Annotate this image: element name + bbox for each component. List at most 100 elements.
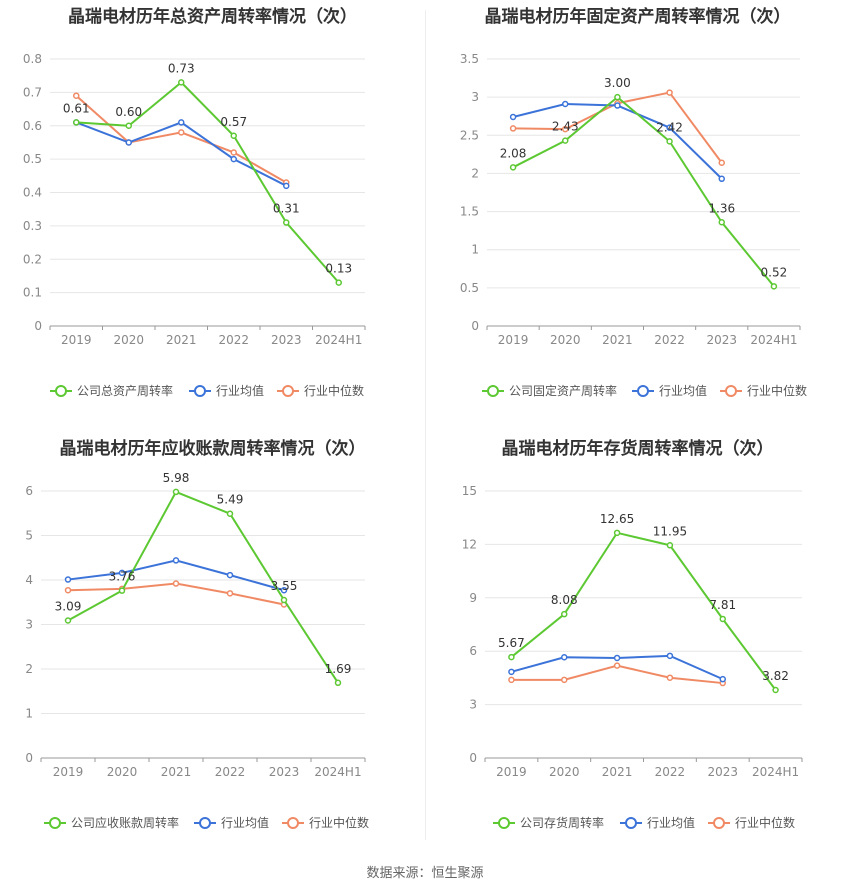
x-tick-label: 2022 [655,765,686,779]
legend-label: 公司存货周转率 [520,815,604,830]
chart-title: 晶瑞电材历年应收账款周转率情况（次） [59,439,366,459]
x-tick-label: 2024H1 [315,333,362,347]
legend-label: 公司固定资产周转率 [509,383,617,398]
data-point-avg [561,654,568,661]
data-point-median [230,149,237,156]
legend-label: 行业中位数 [304,383,364,398]
legend-label: 行业均值 [221,815,269,830]
data-point-avg [226,571,234,579]
data-point-avg [125,139,132,146]
data-point-company [125,122,132,129]
legend-label: 行业均值 [647,815,695,830]
data-point-median [226,590,234,597]
chart-title: 晶瑞电材历年总资产周转率情况（次） [68,7,357,27]
data-point-median [613,662,621,669]
data-label: 3.55 [271,579,298,593]
data-point-company [226,510,234,517]
data-point-avg [719,675,726,683]
data-point-median [666,89,673,96]
x-tick-label: 2019 [498,333,529,347]
data-point-avg [718,175,725,183]
data-point-avg [280,586,288,594]
x-tick-label: 2021 [166,333,197,347]
data-label: 2.08 [500,146,527,160]
data-point-company [718,219,725,226]
x-tick-label: 2023 [706,333,737,347]
data-point-median [64,586,72,594]
data-point-avg [508,668,515,676]
legend-label: 行业中位数 [309,815,369,830]
y-tick-label: 3 [469,698,477,712]
data-point-company [561,610,568,618]
x-tick-label: 2021 [602,333,633,347]
series-line-avg [512,103,723,180]
data-point-company [334,679,342,687]
series-line-company [512,95,775,287]
legend-swatch-marker [49,817,61,829]
data-label: 3.00 [604,76,631,90]
legend-swatch-marker [625,817,637,829]
y-tick-label: 15 [462,484,477,498]
data-point-company [509,164,517,171]
data-label: 7.81 [709,598,736,612]
data-label: 12.65 [600,512,634,526]
x-tick-label: 2023 [707,765,738,779]
data-point-median [562,125,569,133]
y-tick-label: 1.5 [460,205,479,219]
y-tick-label: 0.3 [23,219,42,233]
legend-swatch-marker [194,385,206,397]
x-tick-label: 2019 [53,765,84,779]
data-point-median [73,92,80,99]
x-tick-label: 2020 [550,333,581,347]
data-point-company [562,137,569,144]
legend-swatch-marker [487,385,499,397]
legend-label: 行业中位数 [735,815,795,830]
data-point-avg [614,102,621,109]
chart-title: 晶瑞电材历年固定资产周转率情况（次） [484,7,791,27]
y-tick-label: 4 [25,573,33,587]
chart-svg: 0 1 2 3 4 5 6 2019 2020 2021 2022 2023 2024H1 3.09 3.7… [25,471,369,830]
data-source: 数据来源：恒生聚源 [366,866,484,881]
legend-label: 行业中位数 [747,383,807,398]
series-line-company [510,531,777,691]
data-point-company [666,138,673,145]
y-tick-label: 5 [25,529,33,543]
chart-total-asset-turnover: 晶瑞电材历年总资产周转率情况（次） 0 0.1 0.2 0.3 0.4 0.5 0.6 0.7… [0,0,425,430]
data-label: 0.60 [115,105,142,119]
data-point-median [178,129,185,136]
data-label: 5.98 [163,471,190,485]
data-label: 5.49 [217,493,244,507]
data-point-avg [666,124,673,131]
x-tick-label: 2023 [269,765,300,779]
data-point-company [719,615,726,623]
data-point-company [73,119,80,126]
data-label: 2.42 [656,120,683,134]
data-point-company [178,79,185,86]
y-tick-label: 6 [469,644,477,658]
chart-inventory-turnover: 晶瑞电材历年存货周转率情况（次） 0 3 6 9 12 15 2019 2020 2021 202… [425,432,850,862]
y-tick-label: 3 [25,618,33,632]
data-label: 0.57 [220,115,247,129]
data-point-avg [613,654,621,662]
data-point-company [335,279,342,286]
y-tick-label: 0.7 [23,85,42,99]
data-point-company [508,653,515,661]
x-tick-label: 2024H1 [750,333,797,347]
x-tick-label: 2020 [107,765,138,779]
legend-swatch-marker [637,385,649,397]
legend-swatch-marker [498,817,510,829]
x-tick-label: 2023 [271,333,302,347]
x-tick-label: 2019 [61,333,92,347]
y-tick-label: 6 [25,484,33,498]
y-tick-label: 2.5 [460,128,479,142]
data-point-company [172,488,180,496]
x-tick-label: 2020 [549,765,580,779]
data-label: 0.52 [761,265,788,279]
y-tick-label: 9 [469,591,477,605]
panel-divider [425,10,426,840]
data-label: 0.31 [273,202,300,216]
data-label: 8.08 [551,593,578,607]
data-point-avg [230,155,237,163]
data-point-avg [118,569,126,577]
y-tick-label: 2 [471,166,479,180]
